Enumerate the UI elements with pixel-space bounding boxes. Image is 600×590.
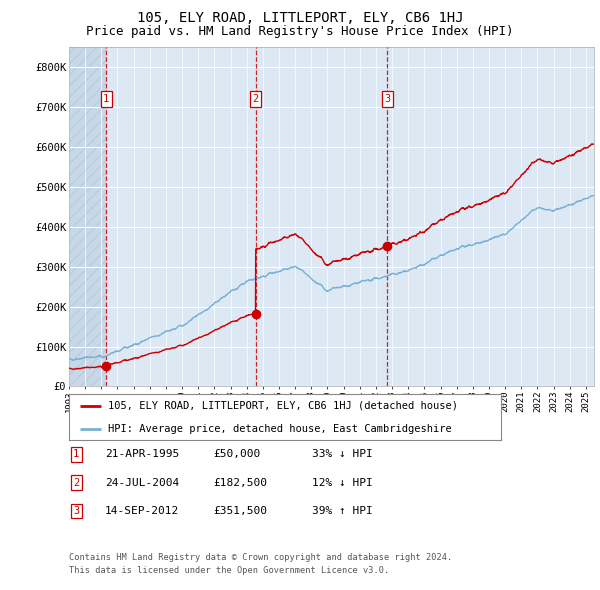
Text: 2: 2 [73, 478, 79, 487]
Text: £351,500: £351,500 [213, 506, 267, 516]
Text: £50,000: £50,000 [213, 450, 260, 459]
Text: 1: 1 [103, 94, 109, 104]
Text: 3: 3 [73, 506, 79, 516]
Text: HPI: Average price, detached house, East Cambridgeshire: HPI: Average price, detached house, East… [108, 424, 452, 434]
Text: 1: 1 [73, 450, 79, 459]
Text: 2: 2 [253, 94, 259, 104]
Text: Contains HM Land Registry data © Crown copyright and database right 2024.: Contains HM Land Registry data © Crown c… [69, 553, 452, 562]
Bar [69, 47, 106, 386]
Text: 105, ELY ROAD, LITTLEPORT, ELY, CB6 1HJ: 105, ELY ROAD, LITTLEPORT, ELY, CB6 1HJ [137, 11, 463, 25]
Text: 24-JUL-2004: 24-JUL-2004 [105, 478, 179, 487]
Text: This data is licensed under the Open Government Licence v3.0.: This data is licensed under the Open Gov… [69, 566, 389, 575]
Text: 12% ↓ HPI: 12% ↓ HPI [312, 478, 373, 487]
Text: 39% ↑ HPI: 39% ↑ HPI [312, 506, 373, 516]
Text: 33% ↓ HPI: 33% ↓ HPI [312, 450, 373, 459]
Text: 14-SEP-2012: 14-SEP-2012 [105, 506, 179, 516]
Text: Price paid vs. HM Land Registry's House Price Index (HPI): Price paid vs. HM Land Registry's House … [86, 25, 514, 38]
Text: 105, ELY ROAD, LITTLEPORT, ELY, CB6 1HJ (detached house): 105, ELY ROAD, LITTLEPORT, ELY, CB6 1HJ … [108, 401, 458, 411]
Text: 3: 3 [384, 94, 391, 104]
Text: £182,500: £182,500 [213, 478, 267, 487]
Text: 21-APR-1995: 21-APR-1995 [105, 450, 179, 459]
